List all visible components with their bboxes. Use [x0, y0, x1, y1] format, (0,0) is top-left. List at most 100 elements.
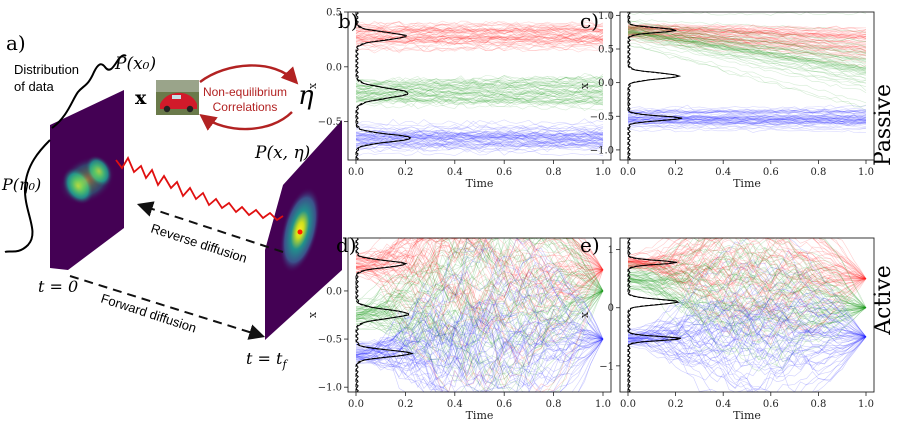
trajectory — [627, 115, 867, 120]
trajectory — [355, 240, 604, 316]
xtick-label: 0.0 — [348, 399, 364, 410]
trajectory — [627, 35, 867, 59]
trajectory — [355, 141, 604, 149]
xtick-label: 0.4 — [447, 167, 463, 178]
chart-d: d) 0.0 0.2 0.4 0.6 0.8 1.0 −1.0 −0.5 0.0 Time x — [306, 233, 612, 422]
trajectory — [355, 290, 604, 357]
trajectory — [355, 255, 604, 299]
histogram-solid — [627, 11, 683, 161]
trajectory — [627, 258, 867, 308]
trajectory — [355, 305, 604, 351]
trajectory — [627, 25, 867, 34]
trajectory — [355, 19, 604, 28]
trajectory — [627, 120, 867, 125]
trajectory — [627, 300, 867, 365]
trajectory — [355, 237, 603, 273]
trajectory — [355, 336, 604, 393]
trajectory — [355, 27, 604, 34]
trajectory — [627, 336, 867, 390]
trajectory — [627, 244, 867, 308]
trajectory — [355, 79, 604, 89]
trajectory — [355, 271, 604, 354]
trajectory — [355, 129, 604, 137]
trajectory — [627, 237, 867, 288]
trajectory — [355, 237, 604, 357]
trajectory — [627, 34, 867, 58]
trajectory — [627, 266, 867, 315]
trajectory — [355, 130, 604, 139]
trajectory — [627, 250, 867, 287]
trajectory — [627, 119, 867, 127]
histogram-b — [355, 11, 412, 161]
trajectory — [355, 136, 604, 144]
trajectory — [627, 122, 867, 127]
trajectory — [627, 326, 867, 393]
trajectory — [627, 121, 867, 127]
trajectory — [355, 136, 604, 145]
trajectory — [356, 310, 604, 359]
trajectory — [627, 28, 867, 41]
trajectory — [355, 79, 604, 88]
trajectory — [355, 131, 604, 142]
noneq-arrow-forward — [199, 64, 299, 85]
trajectory — [355, 26, 604, 34]
trajectory — [355, 86, 604, 96]
trajectory — [355, 273, 604, 369]
trajectory — [627, 268, 867, 308]
trajectory — [355, 83, 604, 93]
trajectory — [355, 33, 604, 44]
trajectory — [627, 276, 867, 339]
trajectory — [355, 338, 604, 389]
trajectory — [355, 118, 604, 126]
trajectory — [355, 308, 604, 365]
trajectory — [627, 116, 867, 122]
trajectory — [355, 93, 604, 102]
trajectory — [355, 237, 604, 291]
trajectory — [627, 30, 867, 49]
xtick-label: 0.8 — [810, 167, 826, 178]
trajectory — [627, 29, 867, 62]
xtick-label: 1.0 — [858, 167, 874, 178]
label-reverse-diffusion: Reverse diffusion — [149, 221, 249, 266]
trajectory — [355, 257, 604, 361]
trajectory — [627, 297, 867, 350]
panel-label-c: c) — [580, 9, 599, 33]
trajectory — [355, 36, 604, 45]
trajectory — [627, 119, 867, 125]
trajectory — [627, 252, 867, 308]
trajectory — [355, 290, 604, 389]
row-label-passive: Passive — [871, 84, 896, 166]
trajectory — [627, 33, 867, 54]
trajectory — [627, 247, 867, 291]
xtick-label: 0.4 — [715, 167, 731, 178]
trajectory — [627, 27, 867, 40]
trajectory — [627, 26, 867, 60]
trajectory — [627, 259, 867, 285]
trajectory — [627, 314, 867, 355]
trajectory — [355, 88, 604, 97]
trajectory — [627, 110, 867, 115]
trajectory — [355, 249, 604, 336]
trajectory — [627, 109, 867, 114]
trajectory — [627, 259, 867, 311]
trajectory — [627, 33, 867, 51]
trajectory — [627, 32, 867, 71]
trajectory — [627, 33, 867, 81]
trajectory — [627, 267, 867, 335]
trajectory — [627, 247, 867, 297]
trajectory — [355, 338, 604, 388]
trajectory — [355, 299, 604, 358]
trajectory — [355, 338, 604, 393]
distribution-curve-eta0 — [4, 139, 51, 253]
trajectory — [628, 27, 867, 60]
xtick-label: 0.8 — [546, 167, 562, 178]
xtick-label: 1.0 — [595, 167, 611, 178]
trajectory — [627, 261, 867, 317]
trajectory — [355, 91, 604, 99]
trajectory — [355, 247, 604, 371]
noise-plane — [265, 120, 342, 340]
trajectory — [355, 85, 604, 94]
trajectory — [355, 334, 604, 390]
trajectory — [355, 290, 604, 391]
trajectory — [355, 83, 604, 93]
